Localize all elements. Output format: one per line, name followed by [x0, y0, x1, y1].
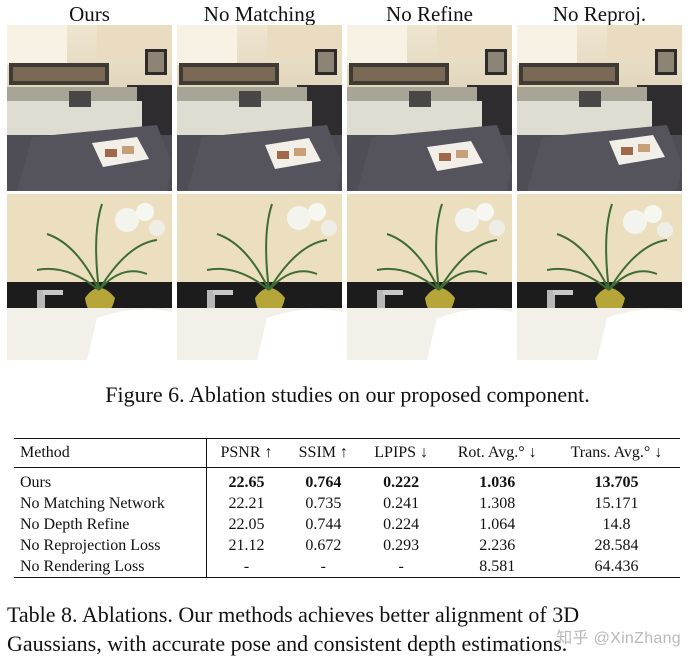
table-header-row: Method PSNR ↑ SSIM ↑ LPIPS ↓ Rot. Avg.° …	[14, 438, 680, 468]
cell-method: Ours	[14, 467, 208, 493]
cell-psnr: 22.21	[228, 494, 265, 512]
header-ssim: SSIM ↑	[298, 444, 348, 461]
cell-ssim: -	[320, 557, 326, 575]
column-label-no-reproj: No Reproj.	[552, 2, 647, 26]
cell-rot-avg: 8.581	[479, 557, 516, 575]
cell-lpips: 0.224	[383, 515, 420, 533]
cell-trans-avg: 14.8	[602, 515, 631, 533]
cell-trans-avg: 28.584	[594, 536, 639, 554]
header-lpips: LPIPS ↓	[374, 444, 429, 461]
cell-trans-avg: 64.436	[594, 557, 639, 575]
table-row: No Rendering Loss - - - 8.581 64.436	[14, 556, 680, 578]
header-rot-avg: Rot. Avg.° ↓	[457, 444, 537, 461]
watermark: 知乎 @XinZhang	[556, 630, 681, 647]
cell-rot-avg: 1.064	[479, 515, 516, 533]
column-label-no-matching: No Matching	[203, 2, 316, 26]
cell-lpips: 0.241	[383, 494, 420, 512]
cell-ssim: 0.764	[305, 473, 342, 491]
photo-living-room-no-refine	[347, 25, 512, 191]
photo-sink-plant-no-refine	[347, 194, 512, 360]
cell-ssim: 0.672	[305, 536, 342, 554]
cell-rot-avg: 1.036	[479, 473, 516, 491]
photo-sink-plant-no-reproj	[517, 194, 682, 360]
cell-rot-avg: 2.236	[479, 536, 516, 554]
cell-lpips: -	[398, 557, 404, 575]
table-caption-line-1: Table 8. Ablations. Our methods achieves…	[7, 602, 580, 627]
cell-psnr: -	[243, 557, 250, 575]
cell-rot-avg: 1.308	[479, 494, 516, 512]
ablation-table: Method PSNR ↑ SSIM ↑ LPIPS ↓ Rot. Avg.° …	[14, 438, 680, 578]
cell-trans-avg: 15.171	[594, 494, 639, 512]
cell-method: No Depth Refine	[14, 514, 208, 535]
header-psnr: PSNR ↑	[220, 444, 273, 461]
table-row: Ours 22.65 0.764 0.222 1.036 13.705	[14, 467, 680, 493]
cell-psnr: 22.65	[228, 473, 265, 491]
photo-living-room-no-reproj	[517, 25, 682, 191]
header-method: Method	[14, 438, 208, 468]
cell-ssim: 0.735	[305, 494, 342, 512]
photo-sink-plant-no-matching	[177, 194, 342, 360]
cell-lpips: 0.293	[383, 536, 420, 554]
cell-method: No Matching Network	[14, 493, 208, 514]
header-trans-avg: Trans. Avg.° ↓	[570, 444, 663, 461]
table-row: No Matching Network 22.21 0.735 0.241 1.…	[14, 493, 680, 514]
photo-sink-plant-ours	[7, 194, 172, 360]
table-row: No Depth Refine 22.05 0.744 0.224 1.064 …	[14, 514, 680, 535]
cell-psnr: 21.12	[228, 536, 265, 554]
cell-lpips: 0.222	[383, 473, 420, 491]
cell-method: No Reprojection Loss	[14, 535, 208, 556]
cell-method: No Rendering Loss	[14, 556, 208, 578]
photo-living-room-ours	[7, 25, 172, 191]
table-row: No Reprojection Loss 21.12 0.672 0.293 2…	[14, 535, 680, 556]
cell-ssim: 0.744	[305, 515, 342, 533]
photo-living-room-no-matching	[177, 25, 342, 191]
figure-caption: Figure 6. Ablation studies on our propos…	[105, 382, 590, 407]
cell-trans-avg: 13.705	[594, 473, 639, 491]
column-label-ours: Ours	[69, 2, 110, 26]
table-caption: Table 8. Ablations. Our methods achieves…	[7, 600, 687, 658]
cell-psnr: 22.05	[228, 515, 265, 533]
table-caption-line-2: Gaussians, with accurate pose and consis…	[7, 631, 568, 656]
column-label-no-refine: No Refine	[386, 2, 473, 26]
